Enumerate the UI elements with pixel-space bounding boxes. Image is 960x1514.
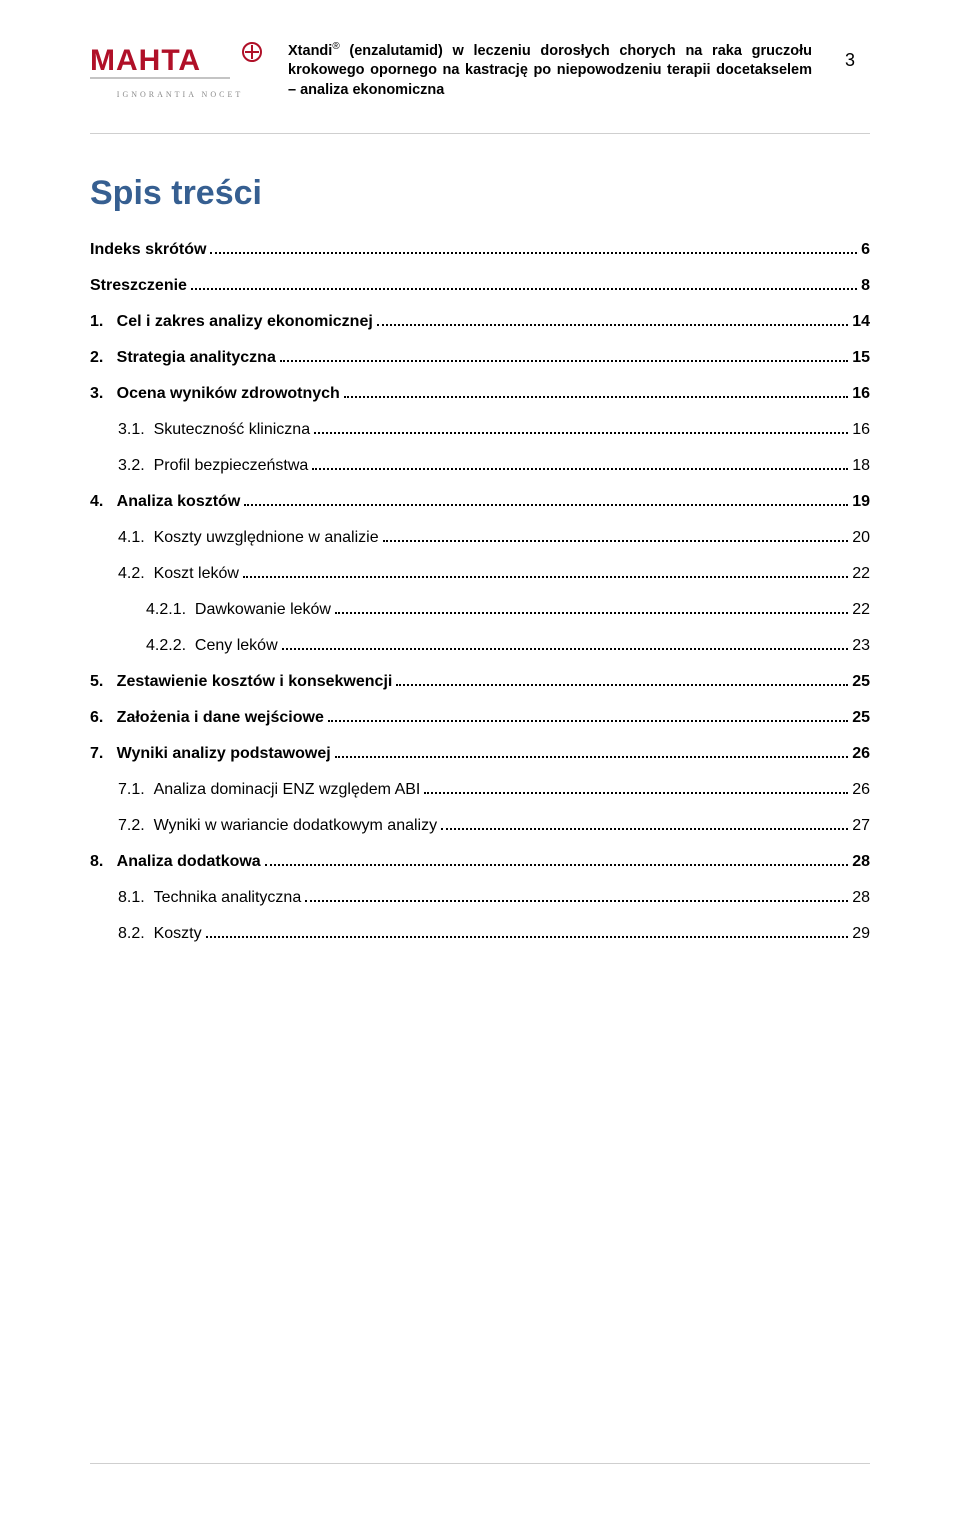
toc-entry[interactable]: 6. Założenia i dane wejściowe 25 bbox=[90, 709, 870, 727]
toc-leader-dots bbox=[335, 612, 848, 614]
toc-page-number: 22 bbox=[852, 601, 870, 619]
toc-entry[interactable]: 7. Wyniki analizy podstawowej 26 bbox=[90, 745, 870, 763]
toc-page-number: 19 bbox=[852, 493, 870, 511]
toc-label: 4.2. Koszt leków bbox=[118, 565, 239, 583]
toc-label: 3.2. Profil bezpieczeństwa bbox=[118, 457, 308, 475]
toc-label: Streszczenie bbox=[90, 277, 187, 295]
toc-entry[interactable]: 8.1. Technika analityczna 28 bbox=[90, 889, 870, 907]
toc-label: 4.2.1. Dawkowanie leków bbox=[146, 601, 331, 619]
toc-entry[interactable]: 3.1. Skuteczność kliniczna 16 bbox=[90, 421, 870, 439]
toc-page-number: 28 bbox=[852, 889, 870, 907]
toc-page-number: 20 bbox=[852, 529, 870, 547]
toc-leader-dots bbox=[265, 864, 849, 866]
toc-leader-dots bbox=[396, 684, 848, 686]
toc-leader-dots bbox=[282, 648, 849, 650]
toc-page-number: 8 bbox=[861, 277, 870, 295]
toc-label: 1. Cel i zakres analizy ekonomicznej bbox=[90, 313, 373, 331]
toc-label: 6. Założenia i dane wejściowe bbox=[90, 709, 324, 727]
toc-page-number: 6 bbox=[861, 241, 870, 259]
toc-entry[interactable]: 4.2.2. Ceny leków 23 bbox=[90, 637, 870, 655]
toc-page-number: 27 bbox=[852, 817, 870, 835]
toc-page-number: 15 bbox=[852, 349, 870, 367]
toc-label: 5. Zestawienie kosztów i konsekwencji bbox=[90, 673, 392, 691]
toc-leader-dots bbox=[280, 360, 848, 362]
toc-label: 3. Ocena wyników zdrowotnych bbox=[90, 385, 340, 403]
toc-entry[interactable]: 2. Strategia analityczna 15 bbox=[90, 349, 870, 367]
logo-block: MAHTA IGNORANTIA NOCET bbox=[90, 40, 270, 99]
toc-entry[interactable]: 3. Ocena wyników zdrowotnych 16 bbox=[90, 385, 870, 403]
svg-text:MAHTA: MAHTA bbox=[90, 44, 201, 77]
toc-leader-dots bbox=[206, 936, 849, 938]
toc-entry[interactable]: 5. Zestawienie kosztów i konsekwencji 25 bbox=[90, 673, 870, 691]
toc-entry[interactable]: 7.2. Wyniki w wariancie dodatkowym anali… bbox=[90, 817, 870, 835]
toc-page-number: 25 bbox=[852, 709, 870, 727]
header-description: (enzalutamid) w leczeniu dorosłych chory… bbox=[288, 43, 812, 98]
toc-entry[interactable]: 3.2. Profil bezpieczeństwa 18 bbox=[90, 457, 870, 475]
toc-leader-dots bbox=[312, 468, 848, 470]
toc-leader-dots bbox=[344, 396, 848, 398]
toc-leader-dots bbox=[244, 504, 848, 506]
toc-leader-dots bbox=[377, 324, 848, 326]
toc-label: 3.1. Skuteczność kliniczna bbox=[118, 421, 310, 439]
toc-label: 4. Analiza kosztów bbox=[90, 493, 240, 511]
product-name: Xtandi bbox=[288, 43, 332, 59]
toc-entry[interactable]: 4.2.1. Dawkowanie leków 22 bbox=[90, 601, 870, 619]
toc-entry[interactable]: 1. Cel i zakres analizy ekonomicznej 14 bbox=[90, 313, 870, 331]
toc-page-number: 18 bbox=[852, 457, 870, 475]
toc-label: 4.2.2. Ceny leków bbox=[146, 637, 278, 655]
toc-label: 7. Wyniki analizy podstawowej bbox=[90, 745, 331, 763]
toc-page-number: 16 bbox=[852, 421, 870, 439]
page: MAHTA IGNORANTIA NOCET Xtandi® (enzaluta… bbox=[0, 0, 960, 1514]
toc-leader-dots bbox=[328, 720, 848, 722]
toc-page-number: 26 bbox=[852, 745, 870, 763]
toc-entry[interactable]: 4. Analiza kosztów 19 bbox=[90, 493, 870, 511]
toc-page-number: 22 bbox=[852, 565, 870, 583]
toc-leader-dots bbox=[210, 252, 857, 254]
toc-page-number: 14 bbox=[852, 313, 870, 331]
toc-entry[interactable]: 4.2. Koszt leków 22 bbox=[90, 565, 870, 583]
toc-label: Indeks skrótów bbox=[90, 241, 206, 259]
toc-leader-dots bbox=[383, 540, 849, 542]
toc-entry[interactable]: 8.2. Koszty 29 bbox=[90, 925, 870, 943]
toc-page-number: 26 bbox=[852, 781, 870, 799]
toc-entry[interactable]: 4.1. Koszty uwzględnione w analizie 20 bbox=[90, 529, 870, 547]
toc-leader-dots bbox=[191, 288, 857, 290]
logo-tagline: IGNORANTIA NOCET bbox=[117, 90, 243, 99]
toc-label: 8.1. Technika analityczna bbox=[118, 889, 301, 907]
toc-label: 8.2. Koszty bbox=[118, 925, 202, 943]
toc-label: 7.2. Wyniki w wariancie dodatkowym anali… bbox=[118, 817, 437, 835]
toc-page-number: 23 bbox=[852, 637, 870, 655]
header-title-cell: Xtandi® (enzalutamid) w leczeniu dorosły… bbox=[288, 40, 812, 101]
toc-leader-dots bbox=[305, 900, 848, 902]
toc-leader-dots bbox=[335, 756, 849, 758]
header-rule bbox=[90, 133, 870, 134]
toc-entry[interactable]: 7.1. Analiza dominacji ENZ względem ABI 2… bbox=[90, 781, 870, 799]
toc-label: 7.1. Analiza dominacji ENZ względem ABI bbox=[118, 781, 420, 799]
toc-entry[interactable]: Streszczenie 8 bbox=[90, 277, 870, 295]
header-title-text: Xtandi® (enzalutamid) w leczeniu dorosły… bbox=[288, 40, 812, 101]
registered-mark: ® bbox=[332, 41, 339, 52]
mahta-logo: MAHTA bbox=[90, 40, 270, 86]
toc-label: 8. Analiza dodatkowa bbox=[90, 853, 261, 871]
toc-leader-dots bbox=[314, 432, 848, 434]
footer-rule bbox=[90, 1463, 870, 1464]
page-header: MAHTA IGNORANTIA NOCET Xtandi® (enzaluta… bbox=[90, 40, 870, 101]
toc-leader-dots bbox=[424, 792, 848, 794]
toc-page-number: 29 bbox=[852, 925, 870, 943]
toc-label: 2. Strategia analityczna bbox=[90, 349, 276, 367]
page-number: 3 bbox=[830, 40, 870, 71]
toc-entry[interactable]: 8. Analiza dodatkowa 28 bbox=[90, 853, 870, 871]
toc-page-number: 25 bbox=[852, 673, 870, 691]
toc-title: Spis treści bbox=[90, 174, 870, 213]
toc-label: 4.1. Koszty uwzględnione w analizie bbox=[118, 529, 379, 547]
toc-entry[interactable]: Indeks skrótów 6 bbox=[90, 241, 870, 259]
toc-list: Indeks skrótów 6 Streszczenie 8 1. Cel i zak… bbox=[90, 241, 870, 943]
toc-leader-dots bbox=[441, 828, 848, 830]
toc-page-number: 28 bbox=[852, 853, 870, 871]
toc-leader-dots bbox=[243, 576, 848, 578]
toc-page-number: 16 bbox=[852, 385, 870, 403]
